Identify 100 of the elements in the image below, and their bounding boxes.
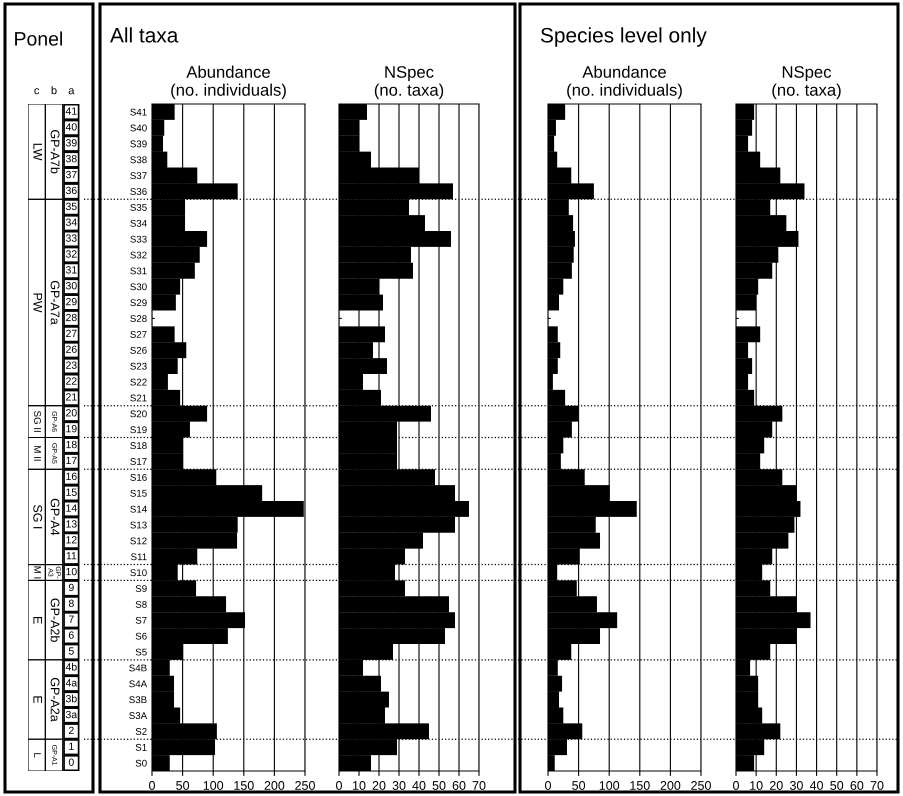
y-tick-label: S3B (129, 696, 147, 704)
x-tick-label: 70 (472, 781, 486, 790)
y-tick-label: S17 (130, 458, 147, 465)
text: Ponel (15, 31, 62, 46)
text: 16 (66, 472, 77, 480)
y-tick-label: S32 (130, 252, 147, 258)
y-tick-label: S9 (136, 585, 147, 592)
y-tick-label: S41 (130, 108, 147, 116)
chart-title: Abundance (no. individuals) (171, 66, 286, 100)
text: 28 (66, 314, 77, 322)
x-tick-label: 40 (412, 781, 426, 790)
x-tick-label: 20 (770, 781, 783, 790)
y-tick-label: S4B (129, 664, 147, 672)
text: 11 (66, 552, 76, 560)
x-tick-label: 250 (295, 781, 315, 790)
x-tick-label: 70 (870, 781, 884, 790)
y-tick-label: S21 (130, 394, 147, 402)
y-tick-label: S27 (130, 331, 147, 338)
text: 1 (69, 742, 74, 750)
x-tick-label: 0 (149, 781, 155, 790)
text: 34 (66, 218, 77, 226)
chart-title: Abundance (no. individuals) (567, 66, 682, 100)
text: GP-A4 (50, 498, 60, 536)
y-tick-label: S31 (130, 267, 147, 274)
text: 22 (66, 377, 77, 385)
x-tick-label: 100 (600, 781, 620, 790)
y-tick-label: S8 (136, 600, 147, 608)
text: 27 (66, 330, 77, 337)
y-tick-label: S39 (130, 140, 147, 148)
text: 0 (68, 758, 74, 766)
text: 6 (68, 631, 74, 639)
text: E (33, 616, 42, 624)
text: 33 (66, 234, 77, 242)
text: GP-A2a (50, 678, 60, 722)
y-tick-label: S15 (130, 490, 147, 497)
text: SG II (34, 410, 41, 432)
text: 40 (66, 123, 77, 131)
text: LW (33, 144, 42, 161)
text: 41 (66, 107, 77, 115)
x-tick-label: 60 (452, 781, 466, 790)
y-tick-label: S37 (130, 172, 147, 180)
x-tick-label: 30 (790, 781, 803, 790)
y-tick-label: S23 (130, 362, 147, 370)
text: Species level only (540, 27, 707, 47)
text: 5 (68, 647, 74, 655)
x-tick-label: 30 (392, 781, 406, 790)
y-tick-label: S38 (130, 156, 147, 164)
x-tick-label: 200 (660, 781, 680, 790)
y-tick-label: S14 (130, 506, 147, 513)
text: 39 (66, 139, 77, 146)
text: 2 (68, 726, 74, 734)
text: 14 (66, 504, 77, 512)
text: 13 (66, 520, 77, 528)
text: GP-A7a (50, 280, 60, 325)
y-tick-label: S1 (136, 744, 147, 751)
text: 17 (66, 456, 77, 464)
y-tick-label: S35 (130, 204, 147, 211)
text: 3b (66, 694, 77, 702)
y-tick-label: S3A (129, 712, 148, 720)
y-tick-label: S7 (136, 616, 147, 624)
text: 20 (66, 409, 77, 416)
y-tick-label: S34 (130, 220, 147, 227)
y-tick-label: S0 (136, 760, 147, 767)
y-tick-label: S6 (136, 632, 147, 640)
text: 31 (66, 266, 77, 274)
x-tick-label: 20 (372, 781, 386, 790)
x-tick-label: 150 (234, 781, 254, 790)
text: All taxa (110, 27, 178, 43)
y-tick-label: S2 (136, 728, 147, 735)
y-tick-label: S26 (130, 346, 147, 354)
text: GP-A2b (50, 598, 60, 642)
y-tick-label: S5 (136, 648, 147, 656)
x-tick-label: 50 (572, 781, 586, 790)
y-tick-label: S18 (130, 442, 147, 450)
category-label: a (68, 88, 74, 94)
x-tick-label: 50 (176, 781, 190, 790)
text: SG I (33, 504, 42, 528)
text: 4a (66, 679, 78, 686)
text: 7 (68, 616, 74, 623)
text: GP-A7b (50, 130, 60, 174)
y-tick-label: S22 (130, 378, 147, 386)
text: 36 (66, 186, 77, 194)
y-tick-label: S12 (130, 537, 147, 544)
text: 18 (66, 440, 77, 448)
y-tick-label: S40 (130, 124, 147, 132)
y-tick-label: S19 (130, 426, 147, 434)
text: 3a (66, 710, 78, 718)
text: M I (34, 566, 41, 578)
text: 19 (66, 424, 77, 432)
text: L (34, 753, 41, 758)
chart-title: NSpec (no. taxa) (374, 66, 444, 100)
y-tick-label: S36 (130, 188, 147, 195)
text: 15 (66, 488, 77, 496)
y-tick-label: S13 (130, 522, 147, 528)
text: 37 (66, 170, 77, 178)
text: PW (33, 293, 42, 313)
y-tick-label: S28 (130, 315, 147, 322)
text: 26 (66, 346, 77, 353)
x-tick-label: 10 (353, 781, 366, 790)
x-tick-label: 40 (810, 781, 824, 790)
